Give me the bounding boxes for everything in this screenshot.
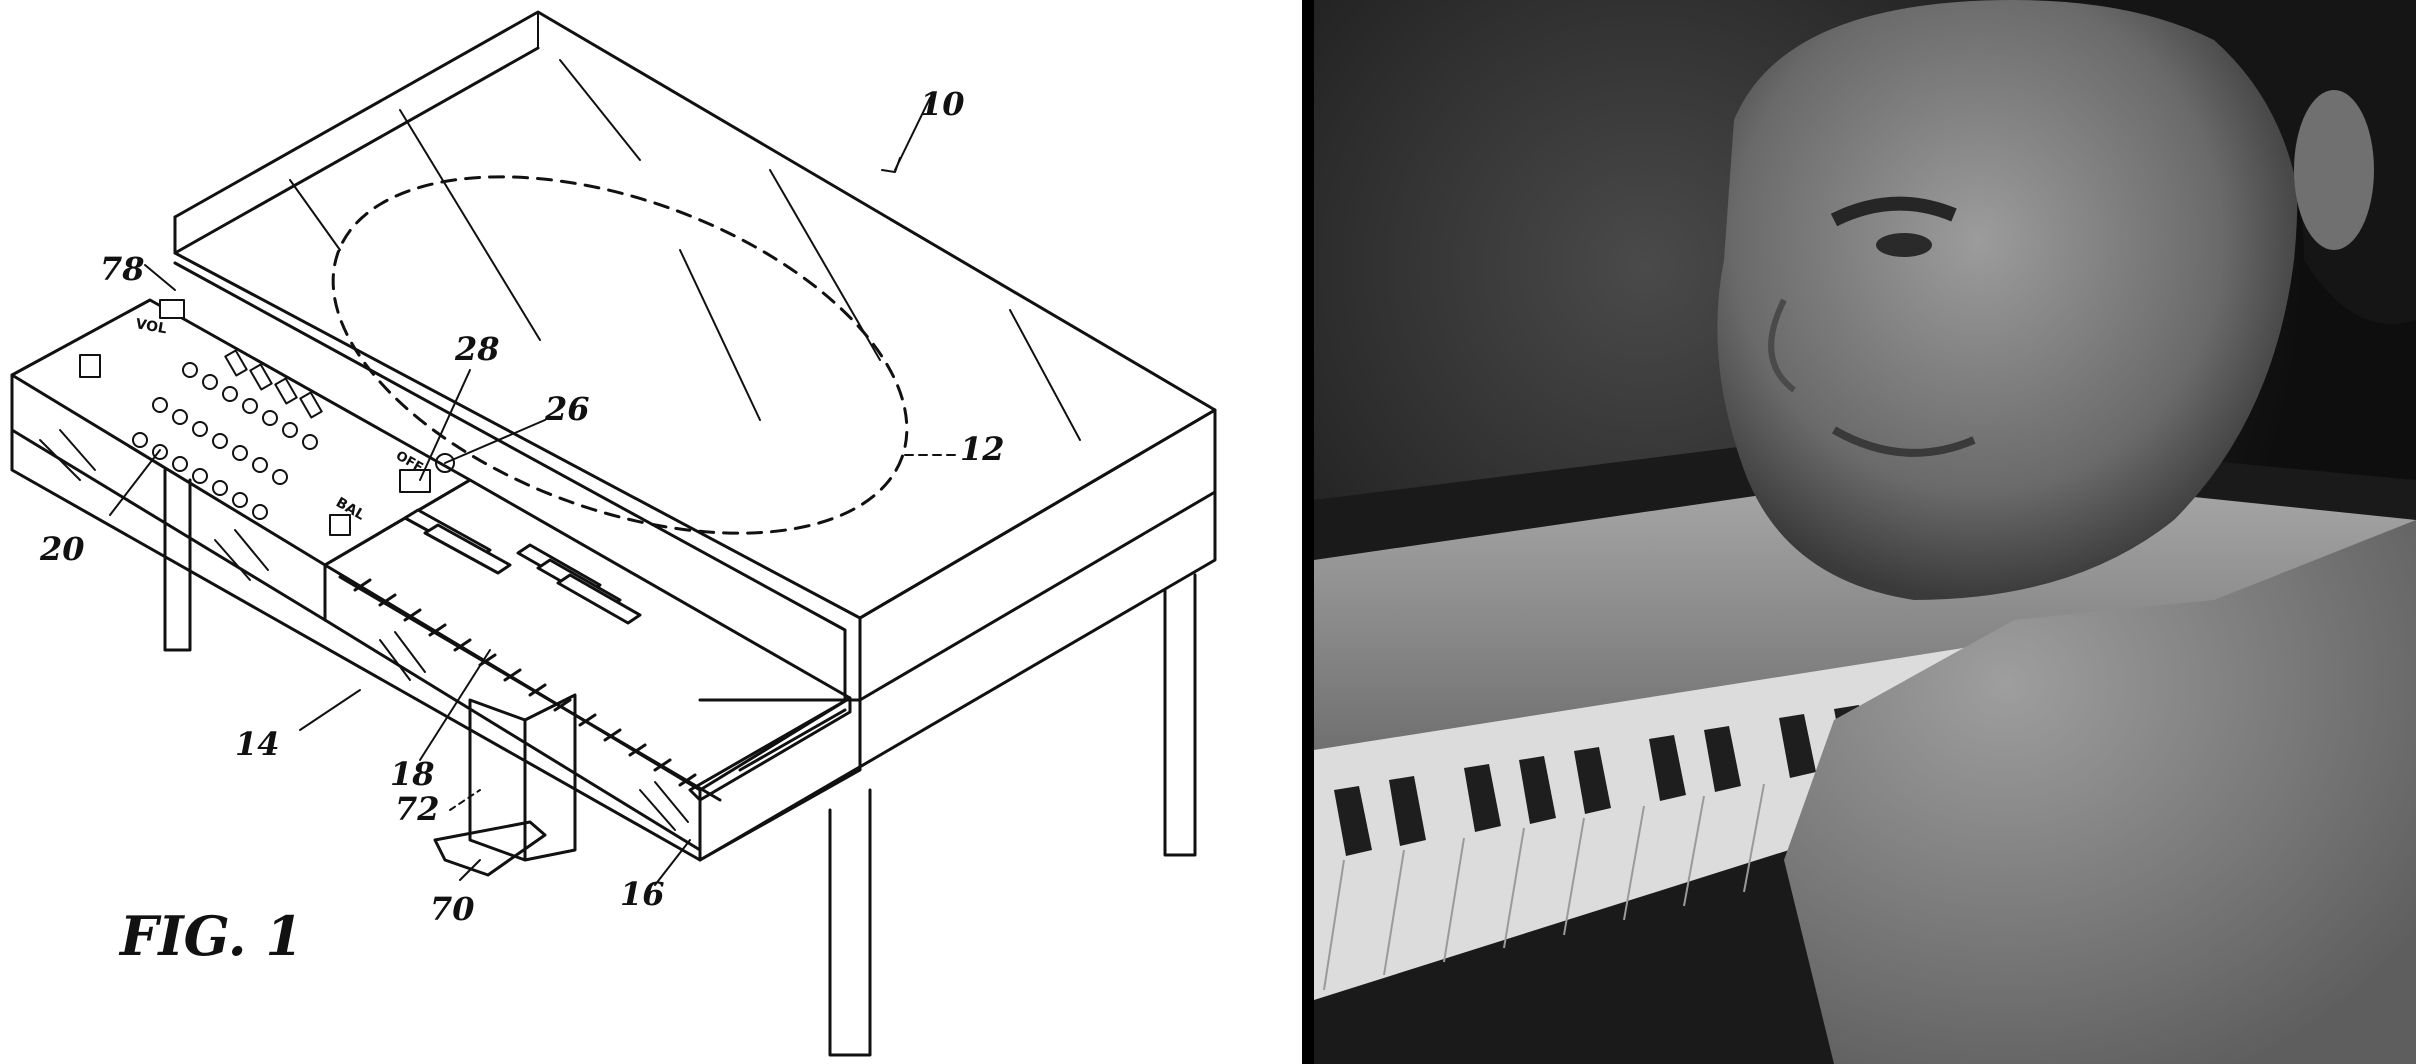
leader-28 xyxy=(419,369,471,481)
pedal-post xyxy=(468,698,527,862)
leader-72 xyxy=(449,789,481,811)
ref-72: 72 xyxy=(395,790,440,828)
lid-side xyxy=(858,408,1217,702)
ref-28: 28 xyxy=(454,330,500,368)
man-face xyxy=(1717,0,2298,600)
pedal xyxy=(433,820,547,877)
panel-divider xyxy=(1302,0,1314,1064)
man-jacket xyxy=(1784,520,2416,1064)
figure-caption: FIG. 1 xyxy=(118,904,303,968)
ref-18: 18 xyxy=(390,755,435,793)
lid-outline xyxy=(173,10,1217,702)
ref-12: 12 xyxy=(960,430,1005,468)
leader-16 xyxy=(654,839,691,886)
speaker-circle xyxy=(331,175,909,535)
control-panel-top xyxy=(10,298,472,567)
ref-78: 78 xyxy=(100,250,145,288)
leader-14 xyxy=(299,689,361,731)
leg-back-right xyxy=(1163,573,1197,857)
man-hair xyxy=(2014,0,2416,324)
leader-18 xyxy=(419,649,491,761)
leg-back-left xyxy=(163,468,192,652)
leader-20 xyxy=(109,449,161,516)
patent-drawing-panel: 10 12 14 16 18 20 26 28 70 72 78 VOL BAL… xyxy=(10,10,1217,1057)
body-right-side xyxy=(698,490,1217,862)
leader-70 xyxy=(459,859,481,881)
piano-player-photo xyxy=(1314,0,2416,1064)
leg-front-right xyxy=(828,788,872,1057)
ref-70: 70 xyxy=(430,890,475,928)
vol-label: VOL xyxy=(134,316,168,337)
ref-14: 14 xyxy=(235,725,280,763)
leader-26 xyxy=(444,419,546,464)
leader-78 xyxy=(144,264,176,291)
ref-16: 16 xyxy=(620,875,665,913)
ref-20: 20 xyxy=(39,530,85,568)
electronic-piano-patent-drawing: 10 12 14 16 18 20 26 28 70 72 78 VOL BAL… xyxy=(10,10,1217,1057)
man-at-piano-photo-icon xyxy=(1314,0,2416,1064)
ref-26: 26 xyxy=(544,390,590,428)
ref-10: 10 xyxy=(920,85,965,123)
